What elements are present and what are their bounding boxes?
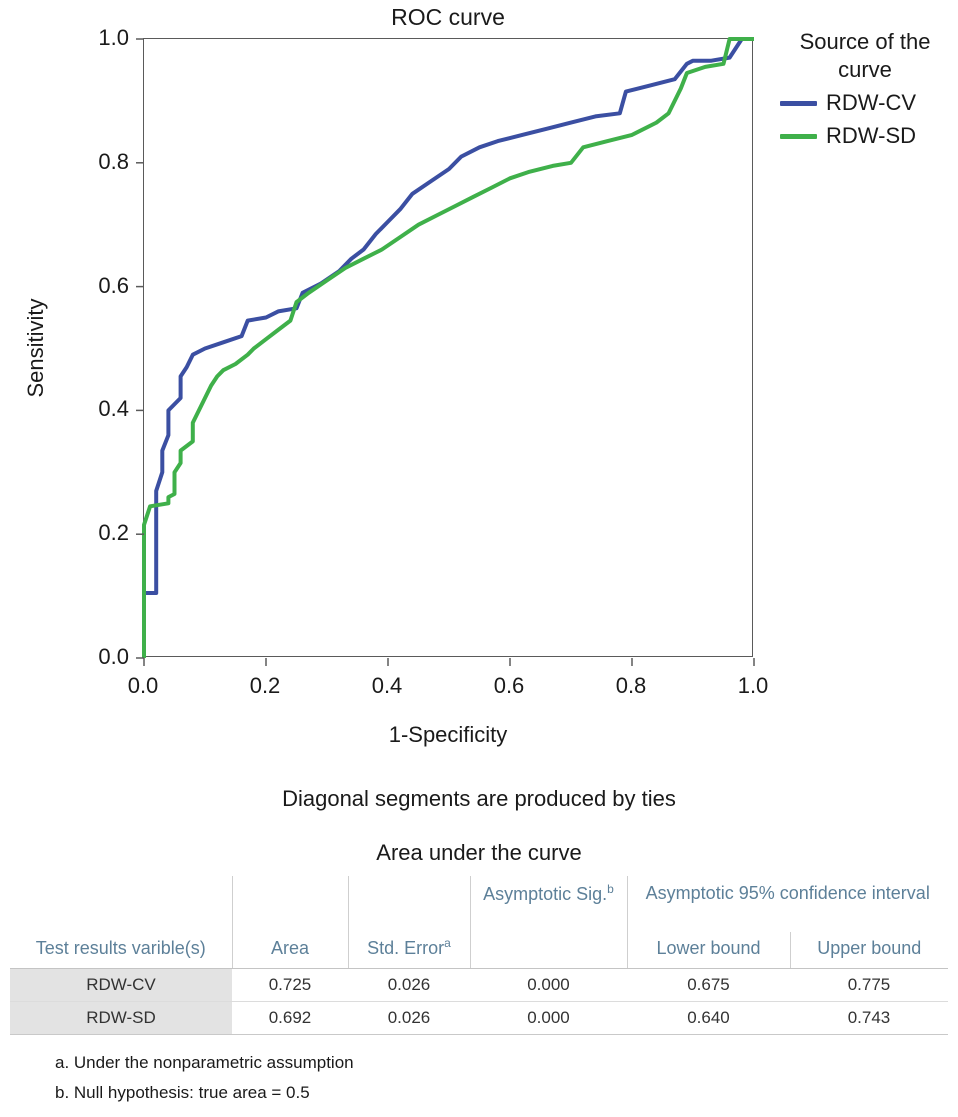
cell-std-error: 0.026 — [348, 968, 470, 1002]
cell-area: 0.692 — [232, 1001, 348, 1035]
auc-table: Asymptotic Sig.b Asymptotic 95% confiden… — [10, 876, 948, 1035]
header-row-top: Asymptotic Sig.b Asymptotic 95% confiden… — [10, 876, 948, 969]
cell-upper-bound: 0.775 — [790, 968, 948, 1002]
cell-std-error: 0.026 — [348, 1001, 470, 1035]
cell-lower-bound: 0.640 — [627, 1001, 790, 1035]
footnote-b: b. Null hypothesis: true area = 0.5 — [55, 1082, 310, 1102]
y-tick-label: 0.8 — [98, 148, 129, 174]
header-asymptotic-sig: Asymptotic Sig.b — [469, 876, 627, 969]
x-tick-label: 0.4 — [371, 673, 403, 698]
legend-label-rdw-cv: RDW-CV — [826, 90, 917, 115]
header-lower-bound: Lower bound — [626, 932, 790, 969]
x-tick-label: 0.6 — [493, 673, 525, 698]
header-upper-bound: Upper bound — [789, 932, 948, 969]
header-test-results: Test results varible(s) — [10, 932, 232, 969]
legend-item-rdw-cv: RDW-CV — [772, 90, 958, 116]
legend-title: Source of the curve — [799, 29, 931, 82]
header-area: Area — [231, 932, 348, 969]
header-empty-3 — [347, 876, 470, 932]
cell-sig: 0.000 — [470, 968, 627, 1002]
footnotes: a. Under the nonparametric assumption b.… — [55, 1053, 958, 1103]
cell-sig: 0.000 — [470, 1001, 627, 1035]
table-row-rdw-sd: RDW-SD 0.692 0.026 0.000 0.640 0.743 — [10, 1001, 948, 1035]
y-tick-label: 1.0 — [98, 25, 129, 50]
roc-chart: ROC curve Sensitivity 1-Specificity Sour… — [23, 4, 958, 747]
y-tick-label: 0.6 — [98, 272, 129, 298]
x-tick-label: 0.2 — [249, 673, 281, 698]
header-confidence-interval: Asymptotic 95% confidence interval — [626, 876, 948, 932]
y-tick-label: 0.2 — [98, 520, 129, 546]
header-empty-1 — [10, 876, 232, 932]
table-row-rdw-cv: RDW-CV 0.725 0.026 0.000 0.675 0.775 — [10, 968, 948, 1002]
plot-area — [136, 37, 755, 666]
roc-plot-svg — [136, 37, 755, 666]
cell-area: 0.725 — [232, 968, 348, 1002]
rdw-cv-line-swatch — [780, 100, 817, 106]
x-tick-label: 0.0 — [127, 673, 159, 698]
y-axis-label: Sensitivity — [23, 298, 48, 398]
header-row-bottom: Test results varible(s) Area Std. Errora… — [10, 932, 948, 969]
row-label: RDW-SD — [10, 1001, 232, 1035]
x-tick-label: 0.8 — [615, 673, 647, 698]
rdw-sd-line-swatch — [780, 133, 817, 139]
chart-legend: Source of the curve RDW-CV RDW-SD — [772, 28, 958, 149]
header-std-error: Std. Errora — [347, 932, 470, 969]
ties-caption: Diagonal segments are produced by ties — [282, 786, 676, 811]
cell-lower-bound: 0.675 — [627, 968, 790, 1002]
legend-item-rdw-sd: RDW-SD — [772, 123, 958, 149]
header-empty-2 — [231, 876, 348, 932]
table-title: Area under the curve — [376, 840, 582, 865]
curve-rdw-sd — [142, 37, 754, 658]
x-tick-label: 1.0 — [737, 673, 769, 698]
curve-rdw-cv — [142, 37, 754, 658]
y-tick-label: 0.4 — [98, 396, 129, 422]
x-axis-label: 1-Specificity — [388, 722, 508, 747]
cell-upper-bound: 0.743 — [790, 1001, 948, 1035]
legend-label-rdw-sd: RDW-SD — [826, 123, 917, 148]
y-tick-label: 0.0 — [98, 644, 129, 669]
chart-title: ROC curve — [391, 4, 505, 30]
row-label: RDW-CV — [10, 968, 232, 1002]
footnote-a: a. Under the nonparametric assumption — [55, 1052, 354, 1072]
